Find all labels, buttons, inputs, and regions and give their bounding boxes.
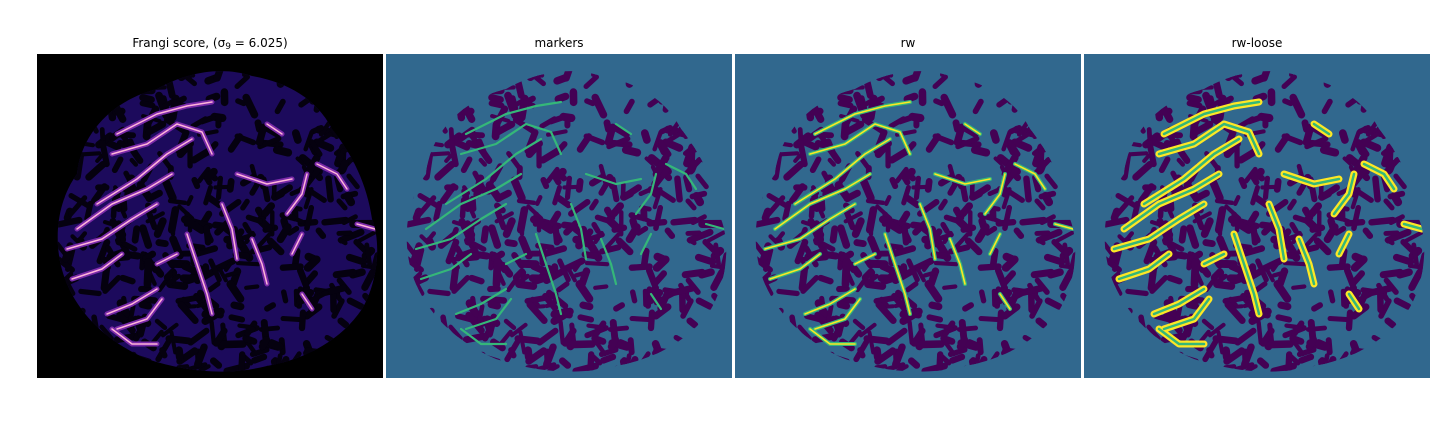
rw-image [735,54,1081,378]
rw-title: rw [900,36,916,50]
rw-loose-canvas [1084,54,1430,378]
rw-loose-image [1084,54,1430,378]
markers-canvas [386,54,732,378]
frangi-score-image [37,54,383,378]
frangi-score-title: Frangi score, (σ9 = 6.025) [37,36,383,52]
markers-image [386,54,732,378]
frangi-title-value: = 6.025) [230,36,288,50]
rw-canvas [735,54,1081,378]
frangi-score-canvas [37,54,383,378]
markers-title: markers [534,36,584,50]
frangi-title-subscript: 9 [225,42,231,52]
frangi-title-math: (σ [212,36,226,50]
frangi-title-text: Frangi score, [132,36,213,50]
rw-loose-title: rw-loose [1231,36,1283,50]
